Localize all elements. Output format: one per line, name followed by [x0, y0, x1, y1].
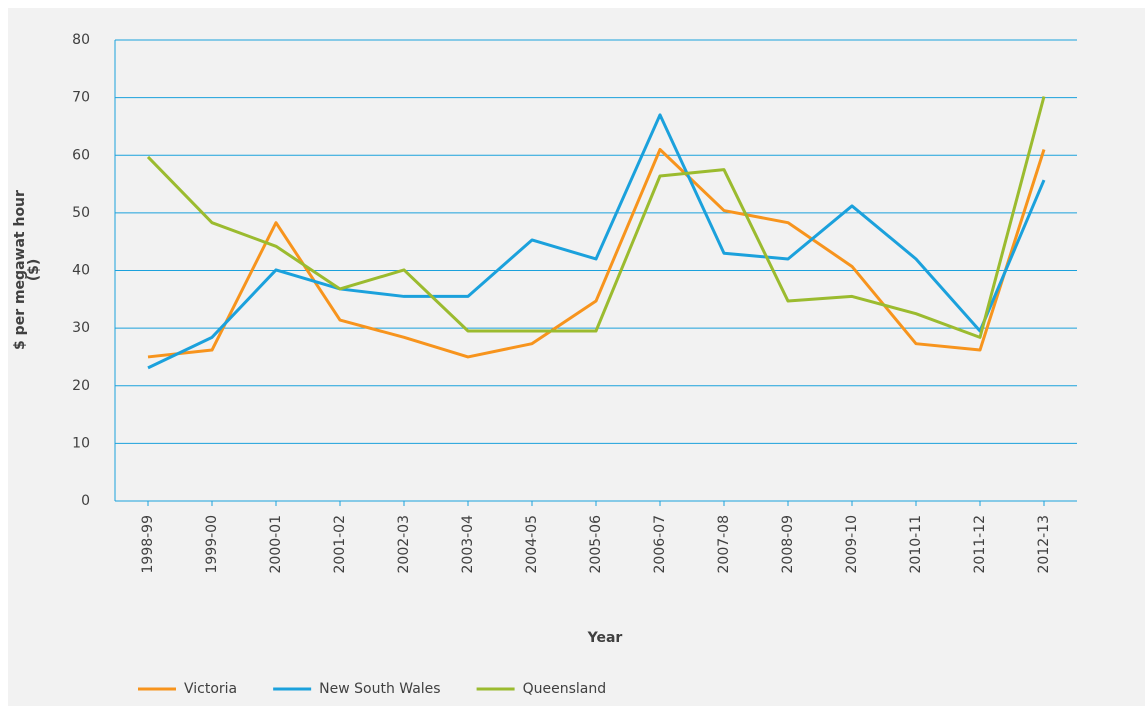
- x-tick-label: 2011-12: [972, 515, 988, 574]
- x-tick-group: 2009-10: [844, 515, 860, 574]
- x-tick-label: 2002-03: [396, 515, 412, 574]
- x-tick-label: 2003-04: [460, 515, 476, 574]
- x-tick-label: 2008-09: [780, 515, 796, 574]
- chart-background: [8, 8, 1145, 706]
- x-tick-group: 2008-09: [780, 515, 796, 574]
- y-tick-label: 0: [81, 493, 90, 509]
- y-axis-label: $ per megawat hour ($): [12, 190, 42, 350]
- y-tick-label: 30: [72, 320, 90, 336]
- y-axis-label-line: $ per megawat hour: [12, 190, 28, 350]
- x-tick-label: 2005-06: [588, 515, 604, 574]
- x-tick-label: 1999-00: [204, 515, 220, 574]
- x-tick-label: 2010-11: [908, 515, 924, 574]
- y-tick-label: 10: [72, 435, 90, 451]
- x-tick-group: 2007-08: [716, 515, 732, 574]
- y-tick-label: 50: [72, 205, 90, 221]
- x-axis-label: Year: [587, 630, 623, 646]
- x-tick-label: 2006-07: [652, 515, 668, 574]
- series-line: [147, 147, 1046, 359]
- x-tick-label: 2009-10: [844, 515, 860, 574]
- x-tick-group: 2001-02: [332, 515, 348, 574]
- x-tick-group: 2004-05: [524, 515, 540, 574]
- series-line: [147, 113, 1046, 370]
- legend-label: Victoria: [184, 681, 237, 697]
- x-tick-group: 2012-13: [1036, 515, 1052, 574]
- legend-label: Queensland: [523, 681, 607, 697]
- x-tick-label: 2000-01: [268, 515, 284, 574]
- x-tick-label: 2001-02: [332, 515, 348, 574]
- y-tick-label: 70: [72, 90, 90, 106]
- x-tick-label: 1998-99: [140, 515, 156, 574]
- x-tick-group: 2006-07: [652, 515, 668, 574]
- x-tick-group: 1999-00: [204, 515, 220, 574]
- x-tick-group: 2003-04: [460, 515, 476, 574]
- x-tick-label: 2007-08: [716, 515, 732, 574]
- x-tick-group: 2011-12: [972, 515, 988, 574]
- x-tick-group: 2002-03: [396, 515, 412, 574]
- x-tick-group: 1998-99: [140, 515, 156, 574]
- legend-label: New South Wales: [319, 681, 440, 697]
- y-tick-label: 60: [72, 147, 90, 163]
- x-tick-label: 2004-05: [524, 515, 540, 574]
- x-tick-group: 2005-06: [588, 515, 604, 574]
- y-axis-label-line: ($): [26, 259, 42, 282]
- y-tick-label: 20: [72, 378, 90, 394]
- x-tick-group: 2010-11: [908, 515, 924, 574]
- y-tick-label: 40: [72, 263, 90, 279]
- x-tick-group: 2000-01: [268, 515, 284, 574]
- x-tick-label: 2012-13: [1036, 515, 1052, 574]
- y-tick-label: 80: [72, 32, 90, 48]
- series-line: [146, 96, 1046, 339]
